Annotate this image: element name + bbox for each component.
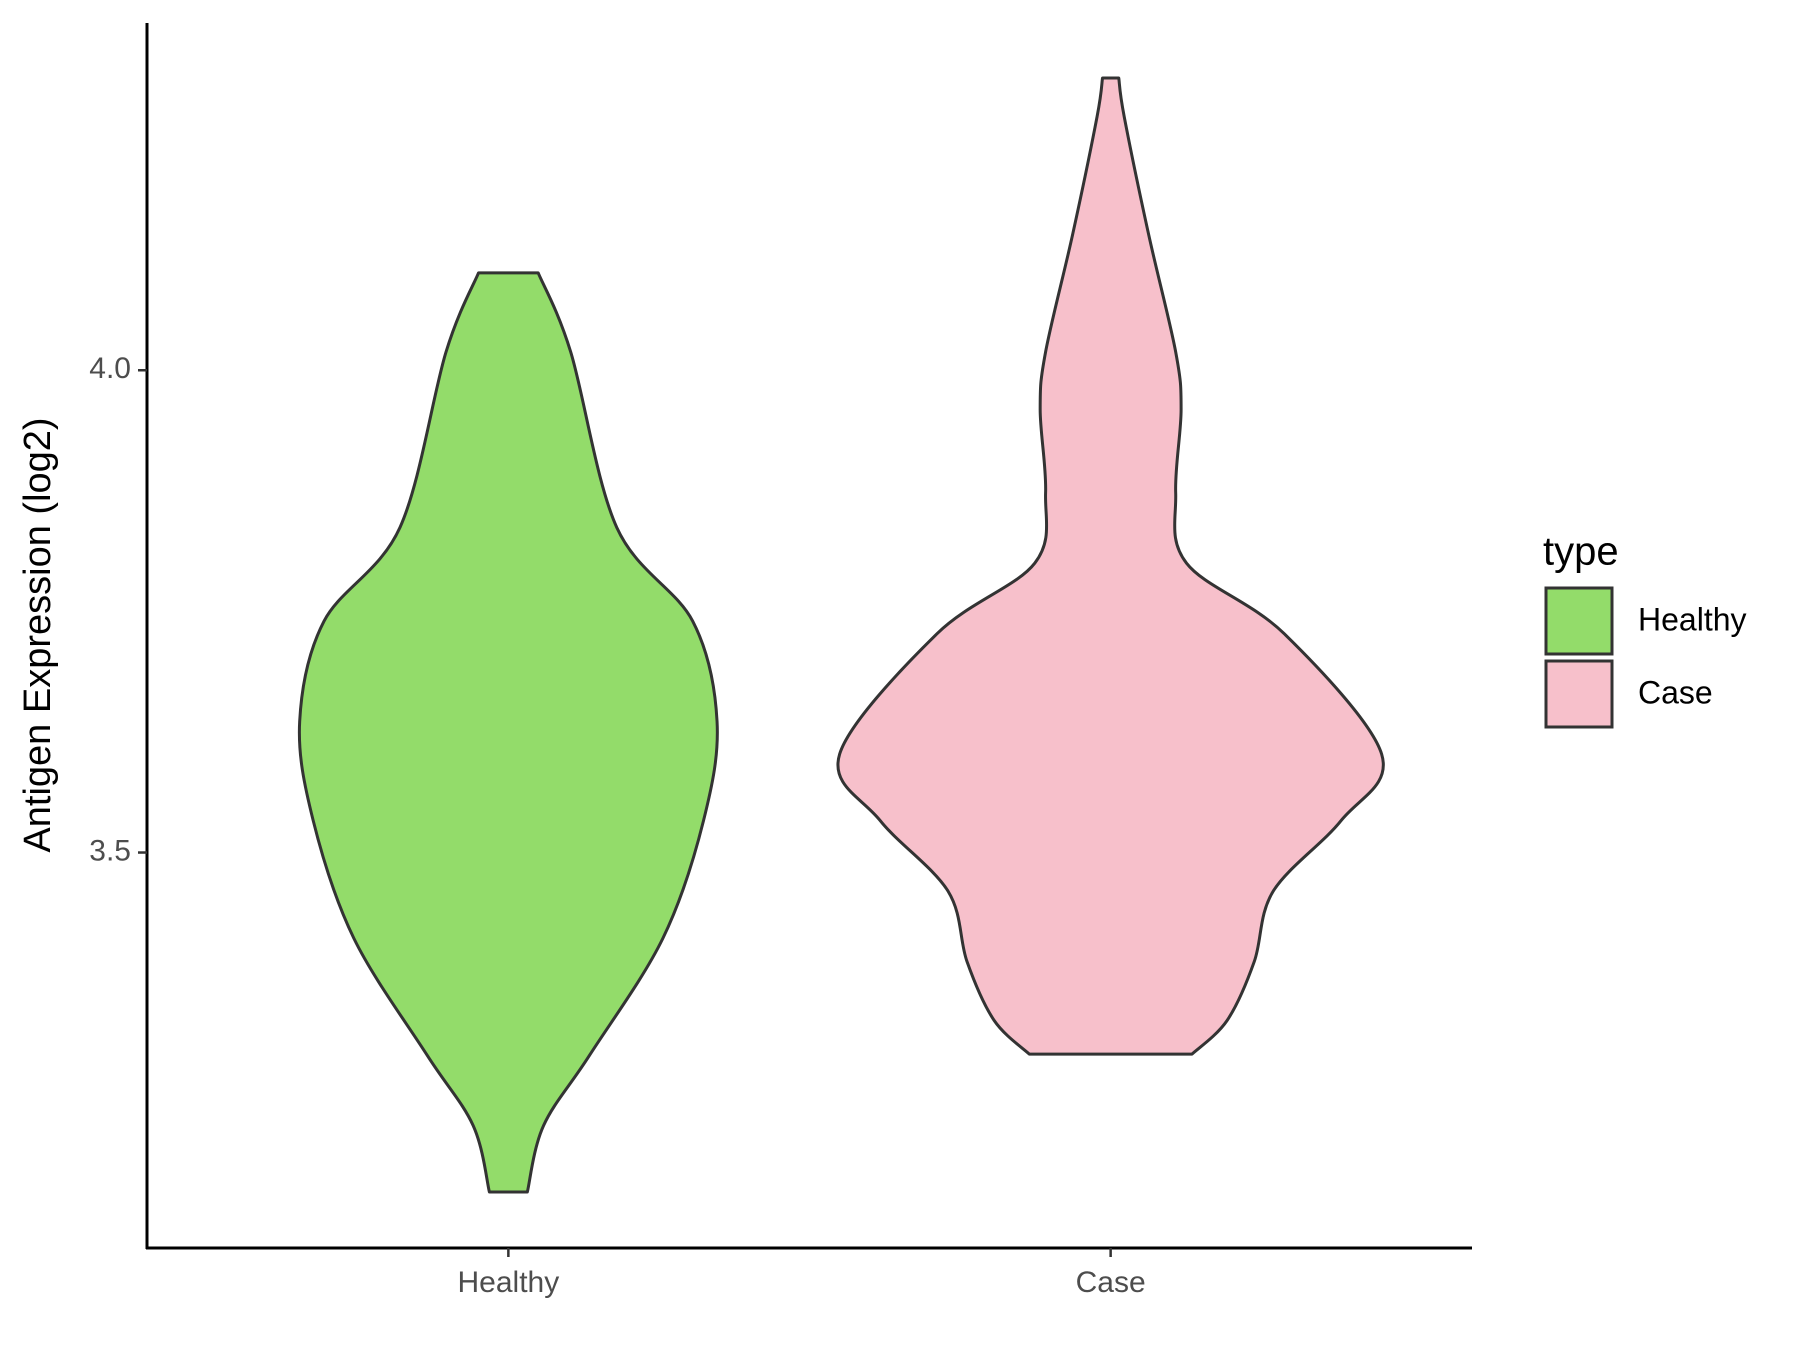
legend-key — [1544, 659, 1614, 729]
legend-title: type — [1543, 530, 1619, 574]
legend-label: Case — [1638, 674, 1713, 710]
legend-key — [1544, 586, 1614, 656]
x-tick-label: Case — [1076, 1266, 1146, 1299]
x-tick-label: Healthy — [458, 1266, 560, 1299]
y-tick-label: 4.0 — [89, 352, 131, 385]
y-tick-label: 3.5 — [89, 834, 131, 867]
y-axis-title: Antigen Expression (log2) — [17, 417, 59, 852]
violin — [836, 76, 1385, 1056]
legend-label: Healthy — [1638, 601, 1747, 637]
violin — [297, 271, 719, 1194]
